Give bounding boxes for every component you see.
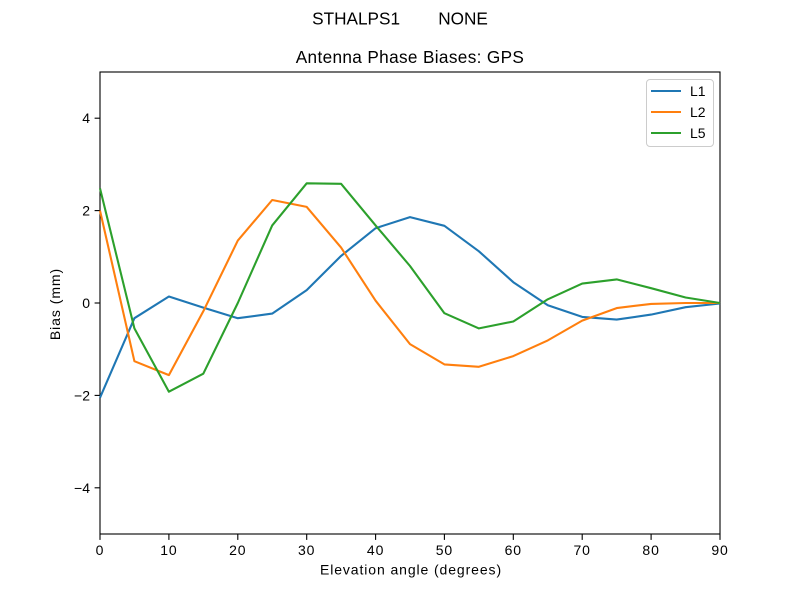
- svg-text:4: 4: [82, 110, 90, 126]
- svg-text:0: 0: [82, 295, 90, 311]
- svg-text:L1: L1: [690, 83, 706, 99]
- svg-text:L5: L5: [690, 125, 706, 141]
- svg-text:Elevation angle (degrees): Elevation angle (degrees): [320, 562, 502, 578]
- svg-text:90: 90: [711, 542, 728, 558]
- svg-text:L2: L2: [690, 104, 706, 120]
- svg-text:−4: −4: [74, 480, 90, 496]
- svg-text:Antenna Phase Biases: GPS: Antenna Phase Biases: GPS: [296, 47, 525, 67]
- svg-text:80: 80: [642, 542, 659, 558]
- svg-text:STHALPS1 NONE: STHALPS1 NONE: [312, 9, 488, 29]
- svg-text:20: 20: [229, 542, 246, 558]
- svg-text:0: 0: [96, 542, 105, 558]
- svg-text:50: 50: [436, 542, 453, 558]
- svg-text:2: 2: [82, 203, 90, 219]
- svg-text:10: 10: [160, 542, 177, 558]
- svg-text:30: 30: [298, 542, 315, 558]
- svg-text:60: 60: [505, 542, 522, 558]
- svg-text:−2: −2: [74, 387, 90, 403]
- svg-text:70: 70: [574, 542, 591, 558]
- svg-text:40: 40: [367, 542, 384, 558]
- svg-text:Bias (mm): Bias (mm): [47, 268, 63, 340]
